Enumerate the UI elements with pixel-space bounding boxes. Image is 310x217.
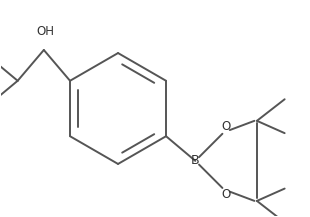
Text: O: O — [221, 120, 231, 133]
Text: O: O — [221, 188, 231, 201]
Text: B: B — [191, 154, 200, 167]
Text: OH: OH — [36, 25, 54, 38]
